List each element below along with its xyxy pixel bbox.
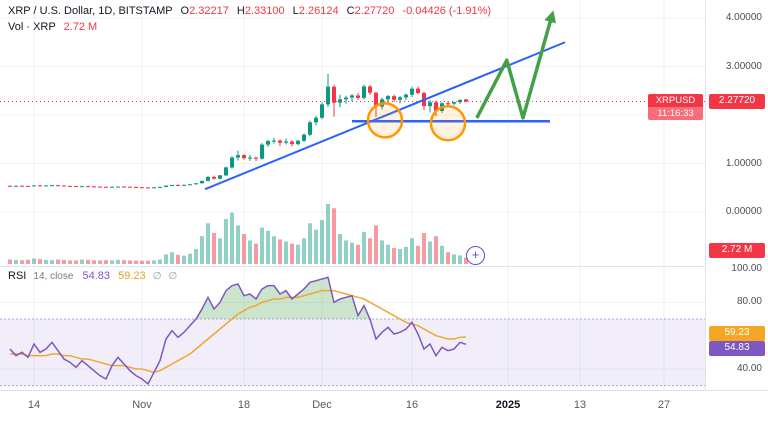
price-axis-label: 0.00000	[725, 206, 762, 217]
close-label: C	[346, 5, 355, 17]
volume-value: 2.72 M	[63, 21, 98, 33]
rsi-indicator-plot	[9, 276, 467, 386]
time-axis-label: 13	[573, 399, 587, 411]
time-axis-label: Dec	[312, 399, 332, 411]
current-price-badge: 2.27720	[709, 93, 765, 109]
rsi-band-layer	[0, 318, 705, 387]
rsi-axis-label: 100.00	[731, 263, 762, 274]
rsi-name[interactable]: RSI	[8, 270, 27, 282]
time-axis-label: 18	[237, 399, 251, 411]
high-value: 2.33100	[244, 5, 285, 17]
price-axis-label: 3.00000	[725, 60, 762, 72]
bar-countdown: 11:16:33	[648, 106, 703, 120]
volume-histogram	[8, 204, 468, 264]
time-axis-label: Nov	[132, 399, 152, 411]
highlight-circle	[366, 102, 404, 139]
rsi-params: 14, close	[33, 271, 74, 282]
rsi-ma-badge: 59.23	[709, 325, 765, 341]
more-options-icon[interactable]: ∅	[168, 271, 178, 282]
low-value: 2.26124	[298, 5, 339, 17]
open-value: 2.32217	[189, 5, 229, 17]
highlight-circle	[429, 104, 467, 142]
volume-value-badge: 2.72 M	[709, 243, 765, 258]
rsi-legend: RSI 14, close 54.83 59.23 ∅ ∅	[8, 270, 177, 282]
symbol-legend: XRP / U.S. Dollar, 1D, BITSTAMP O2.32217…	[8, 5, 491, 17]
time-axis-label: 14	[27, 399, 41, 411]
price-axis[interactable]: 4.00000 3.00000 1.00000 0.00000 100.00 80.00…	[705, 0, 768, 390]
open-label: O	[180, 5, 190, 17]
time-axis[interactable]: 14 Nov 18 Dec 16 2025 13 27	[0, 390, 768, 421]
rsi-ma-value: 59.23	[118, 270, 146, 282]
rsi-axis-label: 80.00	[736, 296, 762, 308]
drawing-annotations[interactable]	[204, 10, 566, 191]
close-value: 2.27720	[354, 5, 395, 17]
symbol-ticker: XRPUSD	[648, 93, 703, 107]
low-label: L	[292, 5, 299, 17]
change-value: -0.04426 (-1.91%)	[402, 5, 492, 17]
high-label: H	[236, 5, 245, 17]
time-axis-label: 27	[657, 399, 671, 411]
rsi-current-value: 54.83	[82, 270, 111, 282]
price-axis-label: 4.00000	[725, 12, 762, 23]
symbol-title[interactable]: XRP / U.S. Dollar, 1D, BITSTAMP	[8, 5, 173, 17]
rsi-value-badge: 54.83	[709, 341, 765, 357]
price-axis-label: 1.00000	[725, 157, 762, 169]
projection-arrow	[475, 10, 556, 120]
time-axis-label: 16	[405, 399, 419, 411]
volume-legend: Vol · XRP 2.72 M	[8, 21, 97, 33]
symbol-price-label: XRPUSD 11:16:33	[648, 93, 703, 120]
rsi-axis-label: 40.00	[736, 363, 762, 374]
volume-label[interactable]: Vol · XRP	[8, 21, 56, 33]
plus-circle-button[interactable]: +	[466, 246, 485, 265]
visibility-icon[interactable]: ∅	[152, 271, 162, 282]
time-axis-label: 2025	[495, 399, 521, 411]
